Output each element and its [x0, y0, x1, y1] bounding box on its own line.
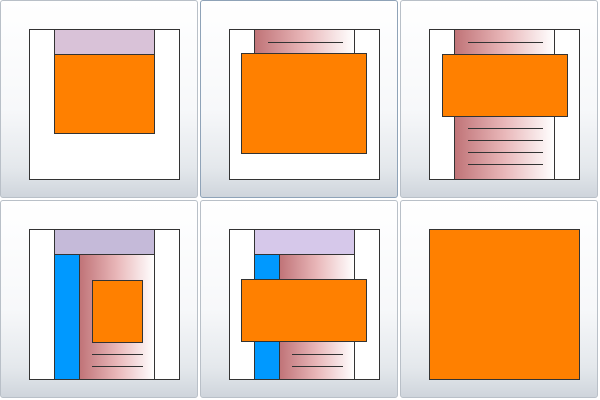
layout-sidebar-with-content[interactable] — [0, 200, 198, 398]
text-line — [468, 152, 543, 153]
content-placeholder — [241, 53, 367, 154]
slide-thumbnail — [429, 229, 580, 380]
slide-thumbnail — [29, 229, 180, 380]
text-line — [92, 366, 143, 367]
content-placeholder — [241, 279, 367, 342]
slide-thumbnail — [29, 29, 180, 180]
layout-full-content[interactable] — [400, 200, 598, 398]
text-line — [468, 128, 543, 129]
slide-thumbnail — [229, 229, 380, 380]
layout-title-and-content[interactable] — [0, 0, 198, 198]
title-placeholder — [254, 229, 355, 255]
slide-thumbnail — [229, 29, 380, 180]
content-placeholder — [429, 229, 580, 380]
layout-content-over-header[interactable] — [200, 0, 398, 198]
text-line — [292, 366, 343, 367]
text-line — [292, 354, 343, 355]
title-placeholder — [54, 229, 155, 255]
content-placeholder — [92, 280, 143, 343]
layout-sidebar-wide-content[interactable] — [200, 200, 398, 398]
text-line — [468, 140, 543, 141]
title-placeholder — [54, 29, 155, 55]
content-placeholder — [54, 54, 155, 134]
content-placeholder — [442, 54, 568, 117]
slide-thumbnail — [429, 29, 580, 180]
text-line — [468, 42, 543, 43]
sidebar-placeholder — [54, 254, 80, 380]
text-line — [268, 42, 343, 43]
text-line — [92, 354, 143, 355]
layout-content-over-columns[interactable] — [400, 0, 598, 198]
text-line — [468, 164, 543, 165]
